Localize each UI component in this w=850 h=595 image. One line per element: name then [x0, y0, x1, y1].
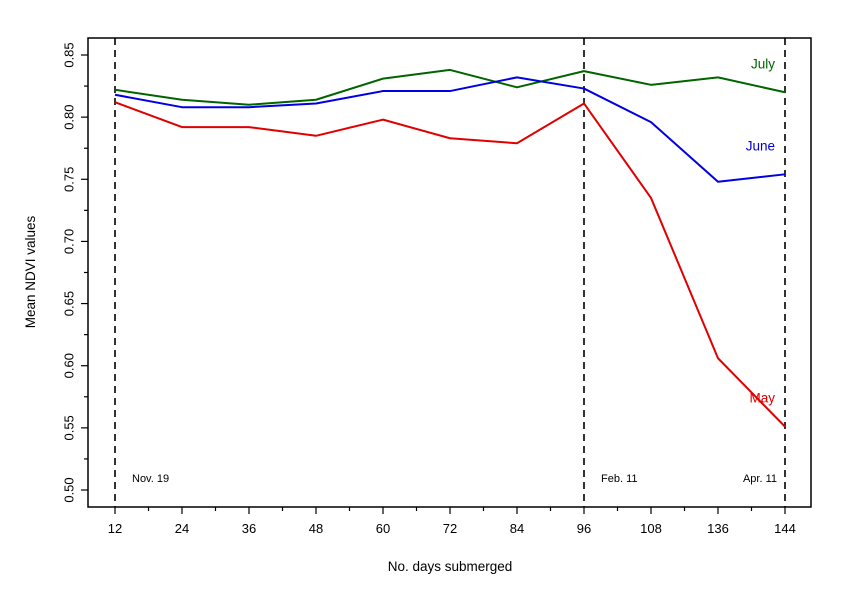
plot-frame	[87, 37, 812, 508]
series-label-may: May	[749, 391, 775, 406]
y-tick-label: 0.75	[62, 167, 77, 192]
x-tick-label: 136	[707, 521, 729, 536]
date-marker-label: Nov. 19	[132, 473, 169, 485]
x-axis-title: No. days submerged	[388, 559, 513, 574]
x-tick-label: 84	[510, 521, 524, 536]
y-axis: 0.50 0.55 0.60 0.65 0.70 0.75 0.80 0.85	[62, 42, 88, 503]
series-line-july	[114, 68, 786, 106]
y-tick-label: 0.65	[62, 291, 77, 316]
series-group: July June May	[114, 56, 786, 428]
x-tick-label: 108	[640, 521, 662, 536]
y-tick-label: 0.60	[62, 353, 77, 378]
y-tick-label: 0.85	[62, 42, 77, 67]
x-tick-label: 36	[242, 521, 256, 536]
series-label-july: July	[751, 56, 775, 71]
y-axis-title: Mean NDVI values	[23, 215, 38, 328]
date-marker-label: Apr. 11	[743, 473, 777, 485]
date-markers: Nov. 19 Feb. 11 Apr. 11	[114, 38, 786, 507]
x-tick-label: 24	[175, 521, 189, 536]
series-line-june	[114, 76, 786, 183]
date-marker-label: Feb. 11	[601, 473, 638, 485]
x-tick-label: 48	[309, 521, 323, 536]
y-tick-label: 0.80	[62, 104, 77, 129]
x-axis: 12 24 36 48 60 72 84 96 108 136 144	[108, 507, 796, 536]
x-tick-label: 60	[376, 521, 390, 536]
x-tick-label: 12	[108, 521, 122, 536]
series-line-may	[114, 101, 786, 428]
x-tick-label: 96	[577, 521, 591, 536]
y-tick-label: 0.50	[62, 477, 77, 502]
y-tick-label: 0.70	[62, 229, 77, 254]
series-label-june: June	[746, 138, 775, 153]
x-tick-label: 72	[443, 521, 457, 536]
x-tick-label: 144	[774, 521, 796, 536]
y-tick-label: 0.55	[62, 415, 77, 440]
